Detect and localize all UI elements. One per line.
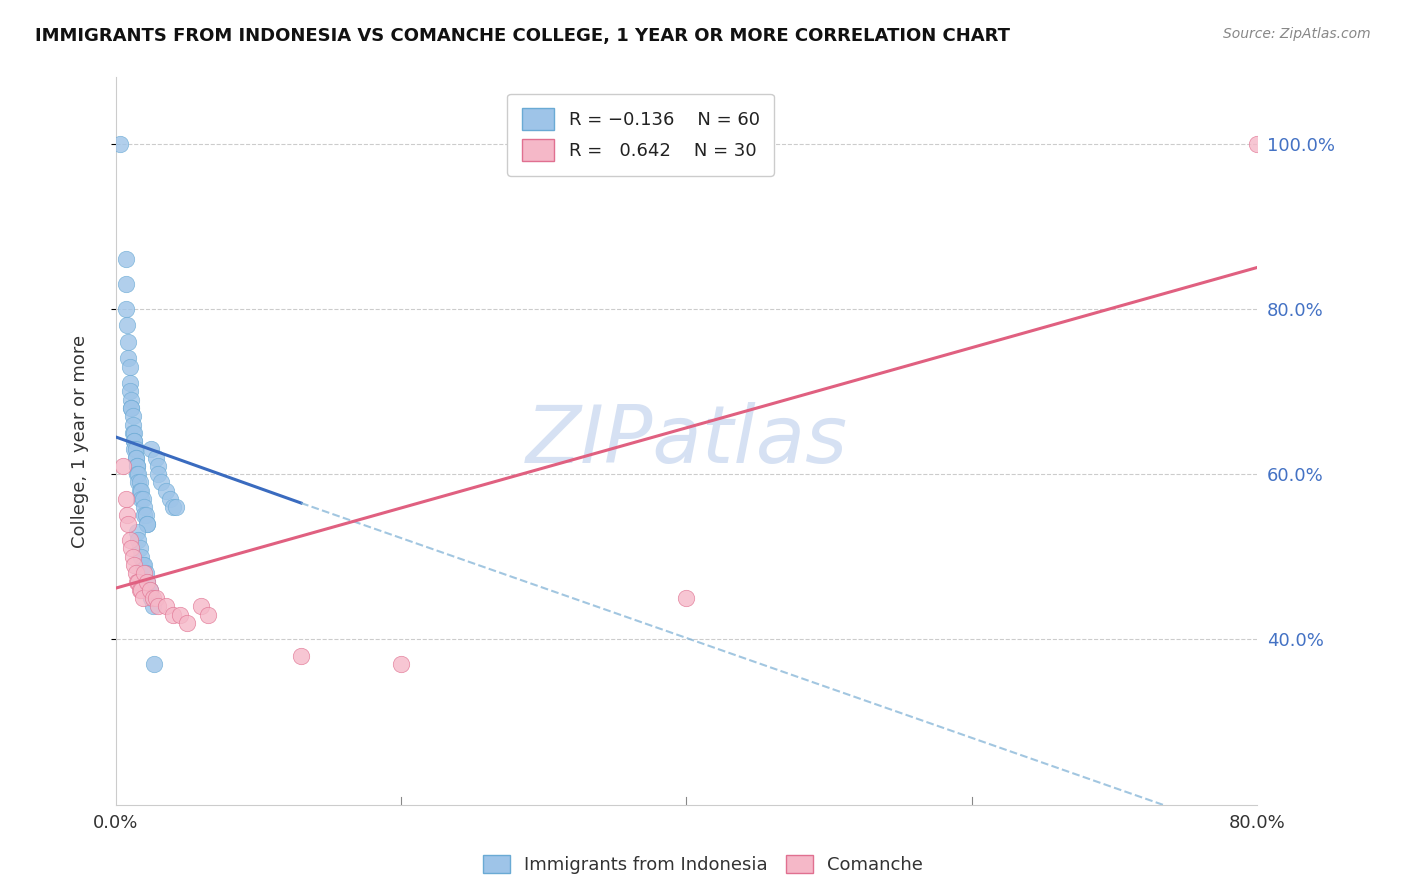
Point xyxy=(128,582,150,597)
Point xyxy=(150,475,173,490)
Legend: Immigrants from Indonesia, Comanche: Immigrants from Indonesia, Comanche xyxy=(474,846,932,883)
Point xyxy=(121,425,143,440)
Point xyxy=(132,491,155,506)
Text: Source: ZipAtlas.com: Source: ZipAtlas.com xyxy=(1223,27,1371,41)
Point xyxy=(131,582,153,597)
Point xyxy=(132,591,155,605)
Point xyxy=(125,524,148,539)
Point xyxy=(115,318,138,333)
Point xyxy=(145,450,167,465)
Text: IMMIGRANTS FROM INDONESIA VS COMANCHE COLLEGE, 1 YEAR OR MORE CORRELATION CHART: IMMIGRANTS FROM INDONESIA VS COMANCHE CO… xyxy=(35,27,1010,45)
Point xyxy=(118,384,141,399)
Point xyxy=(141,442,163,457)
Point xyxy=(132,558,155,572)
Point xyxy=(139,582,162,597)
Point xyxy=(139,582,162,597)
Point xyxy=(134,508,156,523)
Point xyxy=(134,500,156,515)
Point xyxy=(122,558,145,572)
Point xyxy=(136,574,159,589)
Point xyxy=(122,434,145,448)
Point xyxy=(117,334,139,349)
Point xyxy=(117,351,139,366)
Point xyxy=(127,467,149,482)
Point xyxy=(121,549,143,564)
Point xyxy=(136,516,159,531)
Point xyxy=(389,657,412,672)
Point xyxy=(176,615,198,630)
Point xyxy=(114,491,136,506)
Point xyxy=(138,582,160,597)
Point xyxy=(118,533,141,548)
Point xyxy=(155,599,177,614)
Point xyxy=(127,574,149,589)
Point xyxy=(125,467,148,482)
Point xyxy=(162,607,184,622)
Point xyxy=(127,475,149,490)
Y-axis label: College, 1 year or more: College, 1 year or more xyxy=(72,334,89,548)
Point xyxy=(159,491,181,506)
Point xyxy=(114,301,136,316)
Point xyxy=(121,417,143,432)
Point xyxy=(114,277,136,291)
Point xyxy=(165,500,187,515)
Point xyxy=(145,591,167,605)
Point xyxy=(124,450,146,465)
Legend: R = −0.136    N = 60, R =   0.642    N = 30: R = −0.136 N = 60, R = 0.642 N = 30 xyxy=(508,94,775,176)
Point xyxy=(142,599,165,614)
Point xyxy=(108,136,131,151)
Point xyxy=(141,591,163,605)
Point xyxy=(136,516,159,531)
Point xyxy=(125,458,148,473)
Point xyxy=(128,475,150,490)
Point xyxy=(131,549,153,564)
Point xyxy=(127,533,149,548)
Point xyxy=(124,450,146,465)
Point xyxy=(120,401,142,415)
Point xyxy=(121,409,143,424)
Point xyxy=(148,599,170,614)
Point xyxy=(111,458,134,473)
Point xyxy=(128,541,150,556)
Point xyxy=(135,508,157,523)
Point xyxy=(124,442,146,457)
Point xyxy=(125,574,148,589)
Point xyxy=(136,574,159,589)
Point xyxy=(143,657,166,672)
Point xyxy=(122,434,145,448)
Point xyxy=(148,467,170,482)
Point xyxy=(197,607,219,622)
Point xyxy=(128,483,150,498)
Text: ZIPatlas: ZIPatlas xyxy=(526,402,848,480)
Point xyxy=(134,566,156,581)
Point xyxy=(148,458,170,473)
Point xyxy=(117,516,139,531)
Point xyxy=(675,591,697,605)
Point xyxy=(124,566,146,581)
Point xyxy=(169,607,191,622)
Point xyxy=(114,252,136,267)
Point xyxy=(122,442,145,457)
Point xyxy=(142,591,165,605)
Point xyxy=(190,599,212,614)
Point xyxy=(131,491,153,506)
Point xyxy=(134,558,156,572)
Point xyxy=(120,541,142,556)
Point xyxy=(135,566,157,581)
Point xyxy=(290,648,312,663)
Point xyxy=(115,508,138,523)
Point xyxy=(120,401,142,415)
Point xyxy=(120,392,142,407)
Point xyxy=(131,483,153,498)
Point xyxy=(118,359,141,374)
Point xyxy=(155,483,177,498)
Point xyxy=(122,425,145,440)
Point xyxy=(1246,136,1268,151)
Point xyxy=(118,376,141,391)
Point xyxy=(162,500,184,515)
Point xyxy=(125,458,148,473)
